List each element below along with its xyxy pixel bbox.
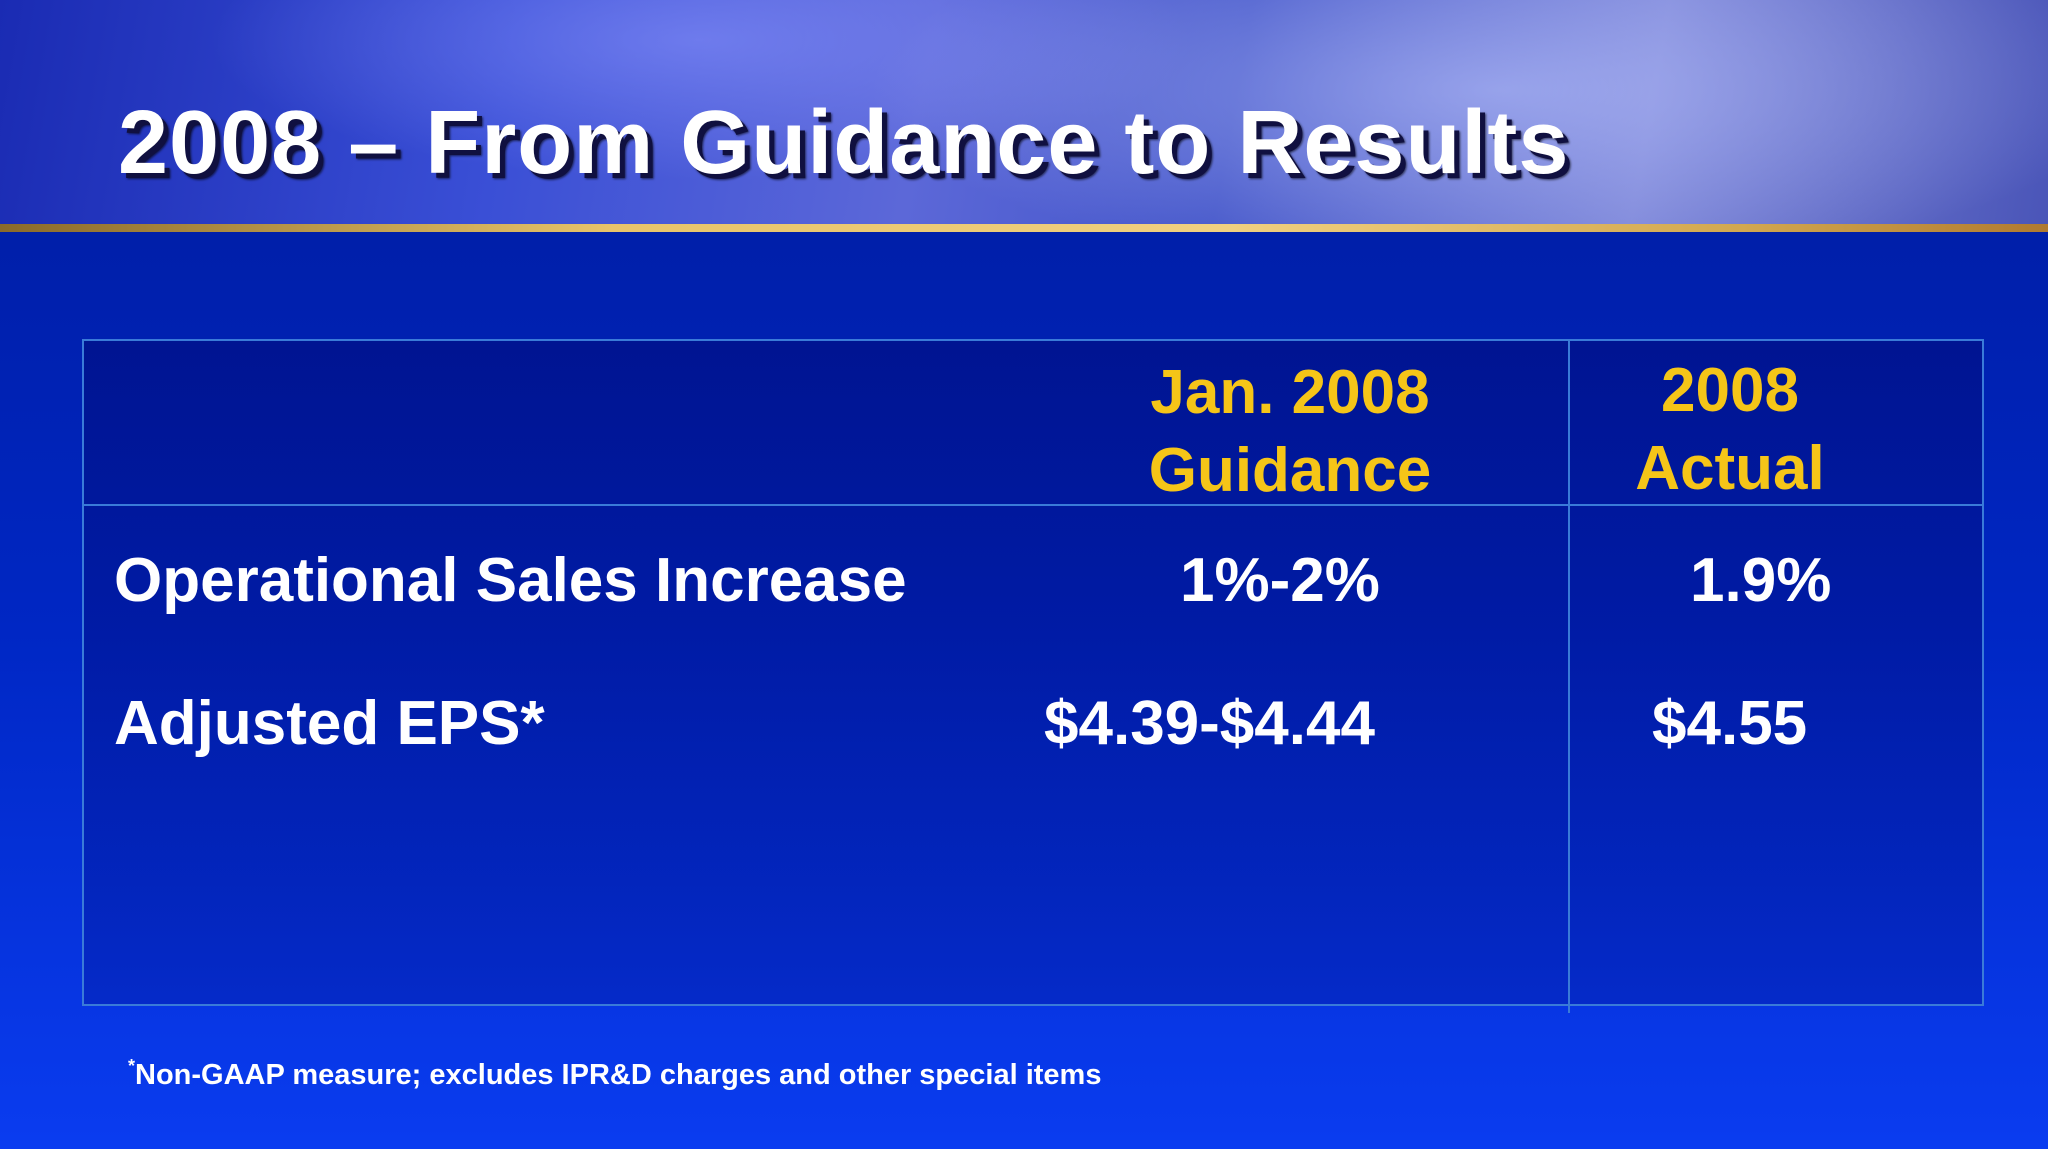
cell-eps-actual: $4.55 [1652, 689, 1808, 758]
header-divider [0, 224, 2048, 232]
row-label-operational-sales: Operational Sales Increase [114, 546, 907, 615]
slide-title: 2008 – From Guidance to Results [118, 93, 1570, 193]
footnote: *Non-GAAP measure; excludes IPR&D charge… [128, 1056, 1101, 1092]
cell-sales-actual: 1.9% [1690, 546, 1832, 615]
row-label-adjusted-eps: Adjusted EPS* [114, 689, 545, 758]
column-header-actual-line2: Actual [1635, 434, 1825, 503]
column-header-actual: 2008 Actual [1600, 352, 1860, 508]
column-header-guidance-line1: Jan. 2008 [1150, 358, 1430, 427]
cell-sales-guidance: 1%-2% [1180, 546, 1380, 615]
column-header-guidance: Jan. 2008 Guidance [1130, 354, 1450, 510]
column-header-guidance-line2: Guidance [1148, 436, 1432, 505]
footnote-marker: * [128, 1056, 136, 1076]
results-table [82, 339, 1984, 1006]
footnote-text: Non-GAAP measure; excludes IPR&D charges… [135, 1059, 1102, 1091]
cell-eps-guidance: $4.39-$4.44 [1044, 689, 1375, 758]
table-header-divider [84, 504, 1984, 506]
column-header-actual-line1: 2008 [1661, 356, 1799, 425]
header-banner [0, 0, 2048, 226]
table-column-divider [1568, 341, 1570, 1013]
